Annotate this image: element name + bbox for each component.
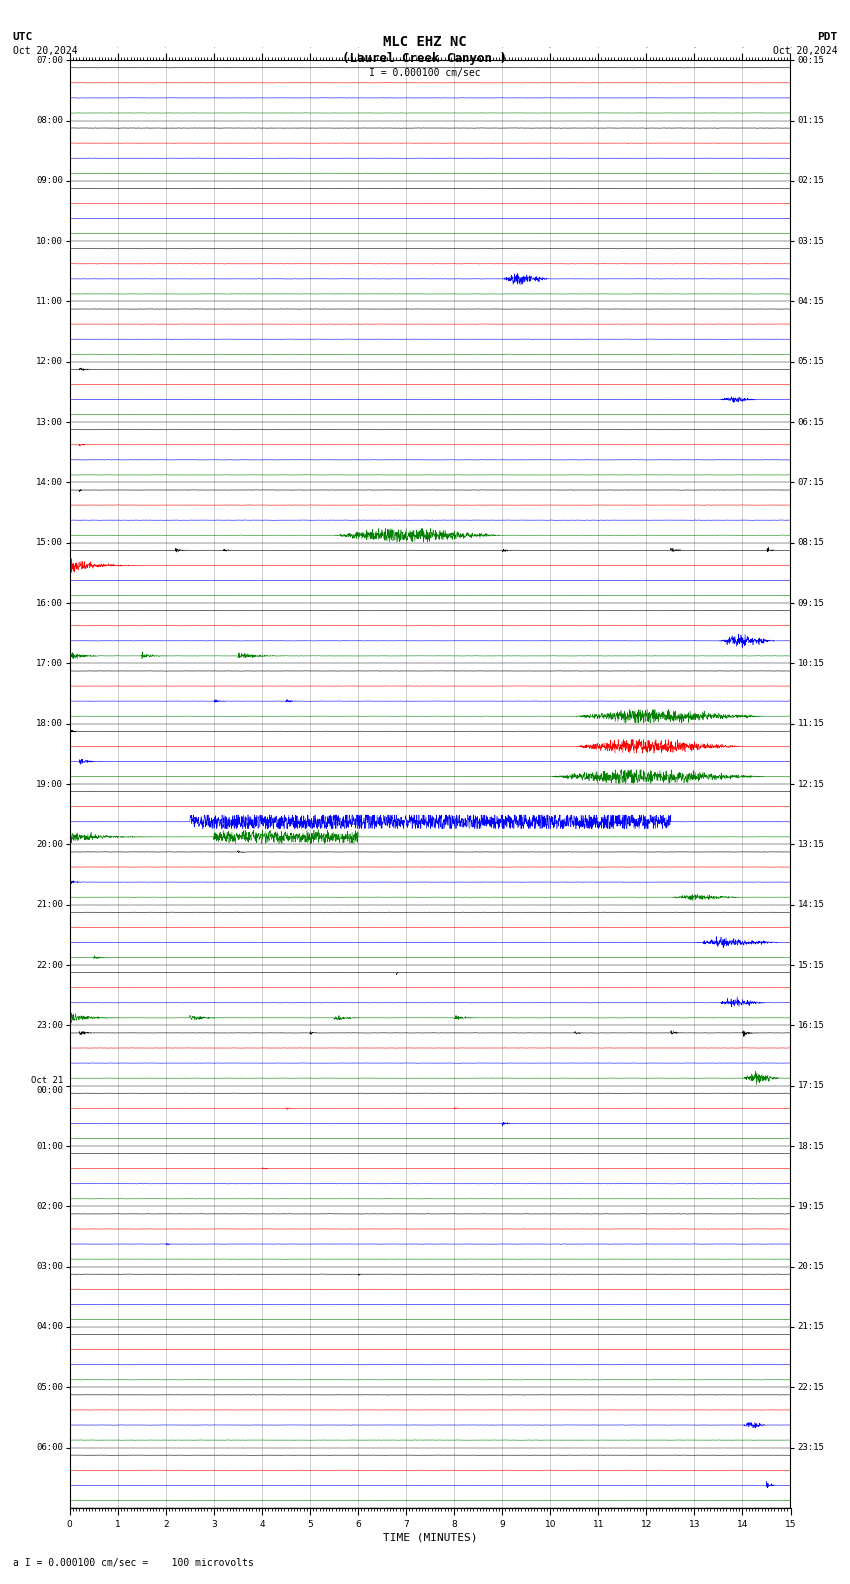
Text: (Laurel Creek Canyon ): (Laurel Creek Canyon ): [343, 52, 507, 65]
Text: UTC: UTC: [13, 32, 33, 41]
X-axis label: TIME (MINUTES): TIME (MINUTES): [382, 1533, 478, 1543]
Text: MLC EHZ NC: MLC EHZ NC: [383, 35, 467, 49]
Text: Oct 20,2024: Oct 20,2024: [773, 46, 837, 55]
Text: PDT: PDT: [817, 32, 837, 41]
Text: Oct 20,2024: Oct 20,2024: [13, 46, 77, 55]
Text: I = 0.000100 cm/sec: I = 0.000100 cm/sec: [369, 68, 481, 78]
Text: a I = 0.000100 cm/sec =    100 microvolts: a I = 0.000100 cm/sec = 100 microvolts: [13, 1559, 253, 1568]
